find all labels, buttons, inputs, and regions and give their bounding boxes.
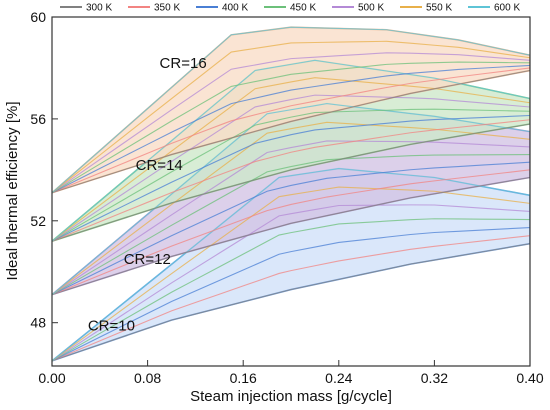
y-tick-label: 60 xyxy=(30,9,46,25)
isotherm-line xyxy=(52,61,530,194)
isotherm-line xyxy=(52,176,530,296)
isotherm-line xyxy=(52,114,530,242)
isotherm-line xyxy=(52,67,530,194)
isotherm-line xyxy=(52,204,530,362)
isotherm-line xyxy=(52,52,530,194)
legend-label: 300 K xyxy=(86,3,112,14)
x-tick-label: 0.16 xyxy=(230,370,257,386)
legend-label: 400 K xyxy=(222,3,248,14)
legend-label: 450 K xyxy=(290,3,316,14)
y-axis: 48 52 56 60 xyxy=(30,9,58,331)
legend-label: 500 K xyxy=(358,3,384,14)
isotherm-line xyxy=(52,77,530,242)
isotherm-line xyxy=(52,123,530,242)
cr-label: CR=16 xyxy=(160,55,207,72)
legend-label: 350 K xyxy=(154,3,180,14)
isotherm-line xyxy=(52,243,530,362)
x-axis: 0.00 0.08 0.16 0.24 0.32 0.40 xyxy=(38,360,544,386)
isotherm-line xyxy=(52,26,530,194)
cr-label: CR=12 xyxy=(124,251,171,268)
y-axis-title: Ideal thermal efficiency [%] xyxy=(4,102,21,281)
plot-frame xyxy=(51,16,531,367)
isotherm-line xyxy=(52,140,530,296)
x-tick-label: 0.00 xyxy=(38,370,65,386)
isotherm-line xyxy=(52,69,530,194)
isotherm-line xyxy=(52,59,530,242)
isotherm-line xyxy=(52,119,530,242)
y-tick-label: 56 xyxy=(30,111,46,127)
isotherm-line xyxy=(52,186,530,362)
x-tick-label: 0.40 xyxy=(516,370,543,386)
isotherm-line xyxy=(52,103,530,296)
plot-area xyxy=(52,26,530,362)
cr-label: CR=10 xyxy=(88,317,135,334)
x-tick-label: 0.24 xyxy=(325,370,352,386)
legend-label: 600 K xyxy=(494,3,520,14)
isotherm-line xyxy=(52,40,530,194)
isotherm-line xyxy=(52,108,530,242)
isotherm-line xyxy=(52,227,530,362)
x-tick-label: 0.32 xyxy=(421,370,448,386)
isotherm-line xyxy=(52,154,530,296)
isotherm-line xyxy=(52,64,530,194)
legend: 300 K 350 K 400 K 450 K 500 K 550 K 600 K xyxy=(60,3,520,14)
isotherm-line xyxy=(52,94,530,242)
isotherm-line xyxy=(52,169,530,296)
isotherm-line xyxy=(52,218,530,362)
isotherm-line xyxy=(52,235,530,362)
cr-labels: CR=10 CR=12 CR=14 CR=16 xyxy=(88,55,207,334)
x-tick-label: 0.08 xyxy=(134,370,161,386)
y-tick-label: 52 xyxy=(30,213,46,229)
isotherm-lines xyxy=(52,26,530,362)
y-tick-label: 48 xyxy=(30,315,46,331)
isotherm-line xyxy=(52,161,530,296)
cr-label: CR=14 xyxy=(136,157,183,174)
isotherm-line xyxy=(52,121,530,296)
x-axis-title: Steam injection mass [g/cycle] xyxy=(190,388,392,405)
legend-label: 550 K xyxy=(426,3,452,14)
